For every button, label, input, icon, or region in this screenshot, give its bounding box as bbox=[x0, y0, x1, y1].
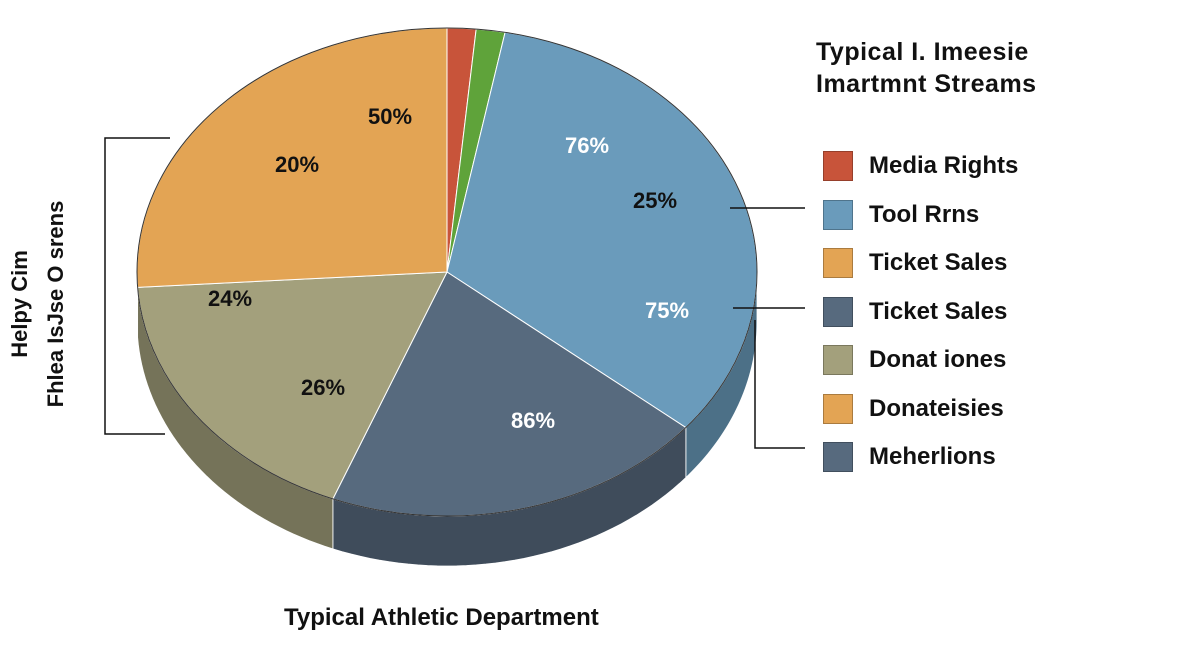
slice-data-label: 20% bbox=[275, 152, 319, 177]
legend-swatch bbox=[823, 151, 853, 182]
legend-swatch bbox=[823, 248, 853, 279]
legend-label: Media Rights bbox=[869, 152, 1019, 180]
slice-data-label: 76% bbox=[565, 133, 609, 158]
legend-label: Ticket Sales bbox=[869, 249, 1008, 277]
slice-data-label: 24% bbox=[208, 286, 252, 311]
legend-swatch bbox=[823, 393, 853, 424]
legend-label: Tool Rrns bbox=[869, 200, 980, 228]
y-label-line: Helpy Cim bbox=[7, 250, 32, 358]
x-axis-label: Typical Athletic Department bbox=[284, 604, 599, 631]
legend-swatch bbox=[823, 345, 853, 376]
legend: Media Rights Tool Rrns Ticket Sales Ticket … bbox=[823, 142, 1018, 482]
legend-item: Tool Rrns bbox=[823, 191, 1018, 240]
y-label-line: Fhlea IsJse O srens bbox=[43, 200, 68, 408]
legend-item: Donat iones bbox=[823, 336, 1018, 385]
slice-data-label: 50% bbox=[368, 104, 412, 129]
slice-data-label: 25% bbox=[633, 188, 677, 213]
legend-label: Ticket Sales bbox=[869, 297, 1008, 325]
chart-title: Typical I. Imeesie Imartmnt Streams bbox=[816, 36, 1037, 100]
legend-item: Ticket Sales bbox=[823, 239, 1018, 288]
leader-line bbox=[754, 320, 805, 449]
title-line: Imartmnt Streams bbox=[816, 70, 1037, 98]
leader-line bbox=[104, 137, 170, 435]
legend-label: Meherlions bbox=[869, 443, 996, 471]
y-axis-label: Helpy Cim Fhlea IsJse O srens bbox=[2, 184, 74, 424]
slice-data-label: 86% bbox=[511, 408, 555, 433]
legend-item: Ticket Sales bbox=[823, 288, 1018, 337]
slice-data-label: 75% bbox=[645, 298, 689, 323]
legend-label: Donat iones bbox=[869, 346, 1007, 374]
title-line: Typical I. Imeesie bbox=[816, 38, 1029, 66]
legend-swatch bbox=[823, 199, 853, 230]
legend-swatch bbox=[823, 442, 853, 473]
pie-outline bbox=[136, 27, 758, 517]
legend-item: Meherlions bbox=[823, 433, 1018, 482]
legend-label: Donateisies bbox=[869, 394, 1004, 422]
slice-data-label: 26% bbox=[301, 375, 345, 400]
legend-item: Media Rights bbox=[823, 142, 1018, 191]
legend-item: Donateisies bbox=[823, 385, 1018, 434]
legend-swatch bbox=[823, 296, 853, 327]
